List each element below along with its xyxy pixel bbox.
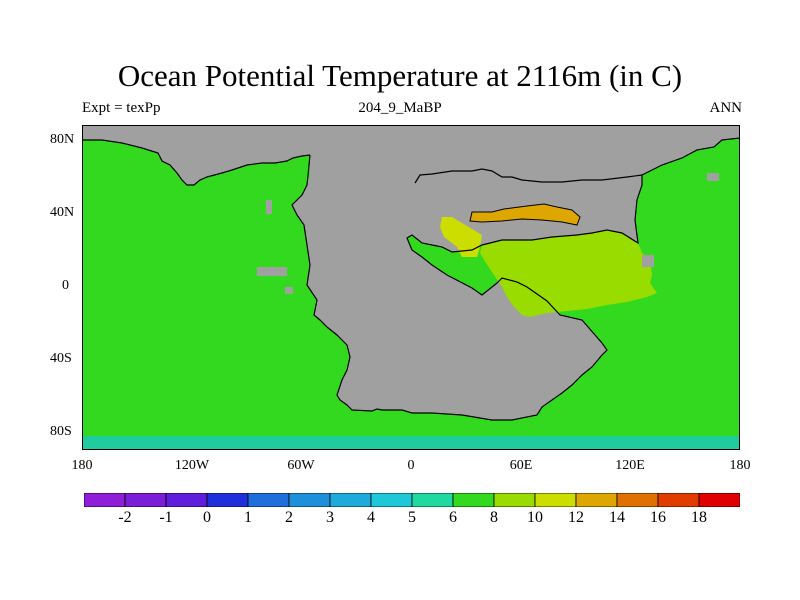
y-tick-label: 40N: [50, 205, 75, 220]
colorbar-swatch: [452, 493, 495, 507]
island: [642, 255, 654, 267]
y-tick-label: 0: [62, 278, 69, 293]
x-tick-label: 120E: [615, 458, 645, 473]
colorbar-swatch: [493, 493, 536, 507]
colorbar-swatch: [124, 493, 167, 507]
x-tick-label: 60W: [287, 458, 315, 473]
colorbar-swatch: [534, 493, 577, 507]
colorbar-swatch: [370, 493, 413, 507]
y-tick-label: 80S: [50, 424, 72, 439]
season-label: ANN: [709, 100, 743, 116]
north-coastline: [82, 137, 740, 186]
island: [374, 402, 386, 410]
pangea-coastline: [291, 154, 643, 421]
map-title: Ocean Potential Temperature at 2116m (in…: [117, 58, 683, 93]
x-tick-label: 180: [729, 458, 751, 473]
map-svg: [82, 125, 740, 450]
colorbar-label: 10: [527, 509, 543, 526]
colorbar-swatch: [247, 493, 290, 507]
period-label: 204_9_MaBP: [358, 100, 442, 116]
colorbar-label: 1: [244, 509, 252, 526]
colorbar-label: 4: [367, 509, 375, 526]
warm-band-12-14: [470, 204, 580, 225]
x-tick-label: 180: [71, 458, 93, 473]
colorbar-label: 0: [203, 509, 211, 526]
colorbar-swatch: [206, 493, 249, 507]
colorbar-swatch: [84, 493, 126, 507]
island: [257, 267, 287, 276]
y-tick-label: 80N: [50, 132, 75, 147]
colorbar: [84, 493, 740, 507]
island: [707, 173, 719, 181]
y-tick-label: 40S: [50, 351, 72, 366]
colorbar-swatch: [698, 493, 740, 507]
map-panel: [82, 125, 740, 450]
colorbar-swatch: [411, 493, 454, 507]
colorbar-label: 6: [449, 509, 457, 526]
colorbar-label: 16: [650, 509, 666, 526]
colorbar-swatch: [575, 493, 618, 507]
x-tick-label: 120W: [174, 458, 210, 473]
warm-basin-10-12: [440, 217, 482, 257]
warm-band-outline: [469, 203, 581, 226]
colorbar-swatch: [329, 493, 372, 507]
colorbar-label: 2: [285, 509, 293, 526]
colorbar-label: 14: [609, 509, 625, 526]
island: [285, 287, 293, 294]
colorbar-swatch: [616, 493, 659, 507]
colorbar-label: 3: [326, 509, 334, 526]
colorbar-swatch: [288, 493, 331, 507]
southern-cold-band: [82, 436, 740, 450]
colorbar-label: 5: [408, 509, 416, 526]
colorbar-label: 18: [691, 509, 707, 526]
colorbar-label: -2: [118, 509, 132, 526]
island: [266, 200, 272, 214]
colorbar-swatch: [657, 493, 700, 507]
colorbar-label: -1: [159, 509, 173, 526]
north-polar-landmass: [82, 125, 740, 185]
x-tick-label: 60E: [509, 458, 533, 473]
map-frame: [82, 125, 740, 450]
colorbar-label: 12: [568, 509, 584, 526]
warm-basin-8-10: [480, 230, 657, 317]
x-tick-label: 0: [407, 458, 415, 473]
experiment-label: Expt = texPp: [82, 100, 161, 116]
colorbar-swatch: [165, 493, 208, 507]
colorbar-label: 8: [490, 509, 498, 526]
